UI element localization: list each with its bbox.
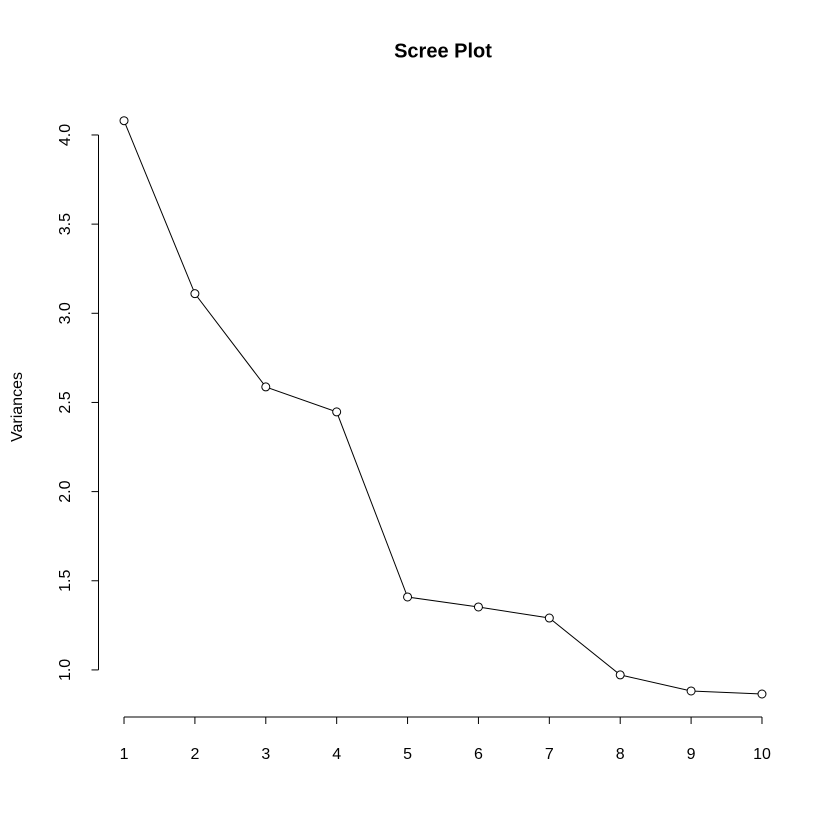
y-tick-label: 2.0 (57, 480, 74, 502)
point (544, 613, 554, 623)
y-tick-label: 1.0 (57, 659, 74, 681)
x-tick-label: 3 (261, 746, 270, 763)
x-tick-label: 6 (474, 746, 483, 763)
point (332, 407, 342, 417)
point (190, 289, 200, 299)
point (403, 592, 413, 602)
y-axis-label: Variances (9, 372, 26, 442)
x-tick-label: 5 (403, 746, 412, 763)
x-tick-label: 2 (190, 746, 199, 763)
y-tick-label: 1.5 (57, 570, 74, 592)
y-tick-label: 4.0 (57, 124, 74, 146)
point (119, 116, 129, 126)
point (757, 689, 767, 699)
y-tick-label: 3.5 (57, 213, 74, 235)
x-tick-label: 9 (687, 746, 696, 763)
x-tick-label: 4 (332, 746, 341, 763)
point (473, 602, 483, 612)
point (261, 382, 271, 392)
y-tick-label: 3.0 (57, 302, 74, 324)
x-tick-label: 10 (753, 746, 771, 763)
series-line (123, 120, 763, 695)
x-tick-label: 1 (120, 746, 129, 763)
y-tick-label: 2.5 (57, 391, 74, 413)
x-tick-label: 8 (616, 746, 625, 763)
point (686, 686, 696, 696)
point (615, 670, 625, 680)
x-tick-label: 7 (545, 746, 554, 763)
chart-title: Scree Plot (394, 40, 492, 62)
